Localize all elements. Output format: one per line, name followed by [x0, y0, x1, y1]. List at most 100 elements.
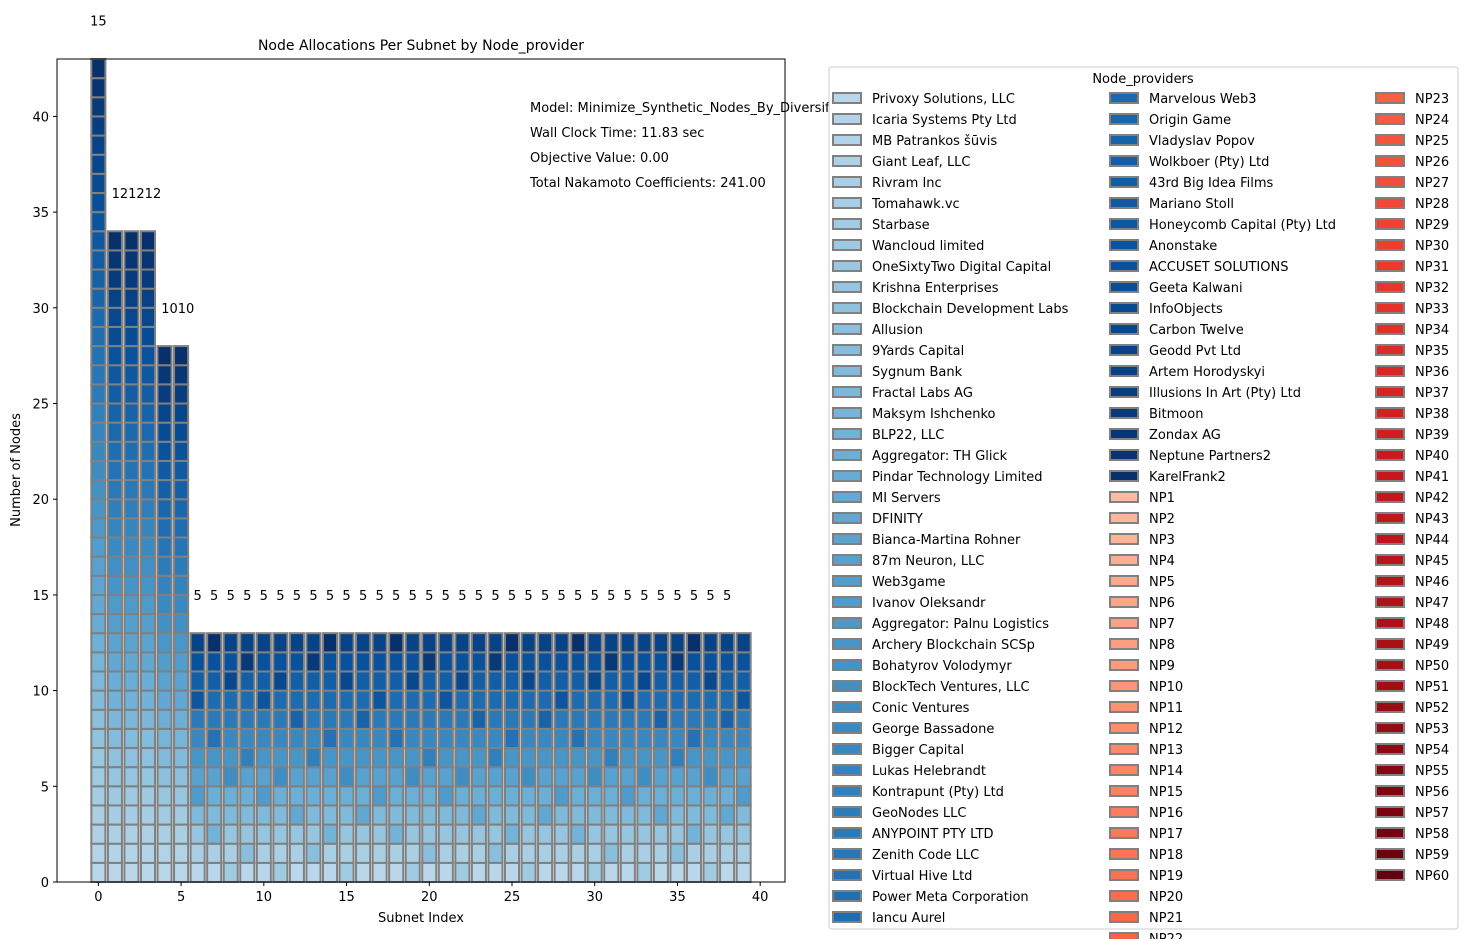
legend-label: NP43 [1415, 512, 1449, 527]
bar-segment [90, 766, 107, 788]
bar-segment [156, 708, 173, 730]
bar-segment [255, 747, 272, 769]
bar-segment [652, 823, 669, 845]
bar-segment [553, 632, 570, 654]
y-tick-label: 15 [32, 589, 49, 604]
legend-label: Power Meta Corporation [872, 890, 1029, 905]
legend-label: NP28 [1415, 197, 1449, 212]
bar-segment [570, 747, 587, 769]
bar-segment [520, 766, 537, 788]
bar-value-label: 5 [640, 589, 648, 604]
legend-label: NP20 [1149, 890, 1183, 905]
bar-segment [123, 498, 140, 520]
bar-segment [636, 708, 653, 730]
bar-segment [719, 823, 736, 845]
legend-swatch [1375, 638, 1405, 650]
bar-segment [355, 727, 372, 750]
bar-segment [288, 651, 305, 673]
bar-segment [487, 670, 504, 692]
bar-segment [719, 766, 736, 788]
bar-segment [90, 421, 107, 443]
bar-segment [537, 632, 554, 654]
bar-value-label: 15 [90, 15, 107, 30]
bar-segment [636, 747, 653, 769]
bar-segment [206, 804, 223, 826]
legend-swatch [1375, 134, 1405, 146]
legend-label: NP34 [1415, 323, 1449, 338]
bar-segment [90, 574, 107, 596]
legend-label: NP29 [1415, 218, 1449, 233]
bar-segment [735, 727, 752, 750]
bar-segment [305, 632, 322, 654]
bar-segment [156, 479, 173, 501]
bar-segment [90, 689, 107, 711]
bar-segment [503, 632, 521, 654]
bar-segment [619, 708, 636, 730]
bar-segment [685, 766, 703, 788]
legend-swatch [1375, 785, 1405, 797]
legend-label: Iancu Aurel [872, 911, 945, 926]
legend-label: NP18 [1149, 848, 1183, 863]
bar-segment [321, 689, 339, 711]
bar-segment [123, 345, 140, 367]
bar-segment [189, 861, 206, 884]
bar-segment [669, 861, 686, 884]
bar-segment [520, 689, 537, 711]
bar-segment [305, 651, 322, 673]
bar-value-label: 5 [458, 589, 466, 604]
bar-segment [470, 670, 487, 692]
bar-segment [123, 689, 140, 711]
legend-label: Anonstake [1149, 239, 1217, 254]
bar-segment [173, 632, 190, 654]
legend-label: NP7 [1149, 617, 1175, 632]
bar-segment [404, 804, 421, 826]
bar-segment [702, 747, 719, 769]
annotation-box: Model: Minimize_Synthetic_Nodes_By_Diver… [529, 101, 920, 191]
bar-segment [735, 823, 752, 845]
bar-segment [288, 727, 305, 750]
bar-segment [255, 651, 272, 673]
bar-segment [404, 632, 421, 654]
bar-segment [123, 613, 140, 635]
bar-segment [553, 842, 570, 864]
bar-segment [404, 823, 421, 845]
bar-segment [454, 632, 471, 654]
bar-segment [255, 804, 272, 826]
legend-label: DFINITY [872, 512, 923, 527]
bar-segment [305, 804, 322, 826]
legend-swatch [1109, 743, 1139, 755]
bar-segment [437, 670, 454, 692]
legend-label: NP46 [1415, 575, 1449, 590]
bar-segment [173, 804, 190, 826]
bar-segment [139, 249, 157, 271]
legend-swatch [1375, 218, 1405, 230]
bar-segment [173, 708, 190, 730]
bar-segment [586, 766, 603, 788]
legend-swatch [832, 701, 862, 713]
bar-segment [470, 785, 487, 807]
bar-segment [90, 498, 107, 520]
bar-segment [719, 708, 736, 730]
bar-segment [90, 77, 107, 99]
bar-segment [206, 632, 223, 654]
bar-segment [421, 842, 438, 864]
bar-segment [156, 555, 173, 577]
bar-segment [735, 670, 752, 692]
bar-segment [173, 440, 190, 462]
x-tick-label: 20 [421, 890, 438, 905]
bar-segment [553, 785, 570, 807]
legend-label: Zondax AG [1149, 428, 1221, 443]
bar-segment [222, 632, 239, 654]
legend-swatch [1109, 407, 1139, 419]
bar-segment [421, 632, 438, 654]
legend-swatch [832, 239, 862, 251]
legend-label: BlockTech Ventures, LLC [872, 680, 1030, 695]
legend-label: NP2 [1149, 512, 1175, 527]
legend-label: Sygnum Bank [872, 365, 963, 380]
legend-label: BLP22, LLC [872, 428, 944, 443]
bar-segment [619, 823, 636, 845]
bar-segment [553, 689, 570, 711]
bar-segment [123, 727, 140, 750]
bar-segment [636, 823, 653, 845]
legend-label: Aggregator: TH Glick [872, 449, 1008, 464]
